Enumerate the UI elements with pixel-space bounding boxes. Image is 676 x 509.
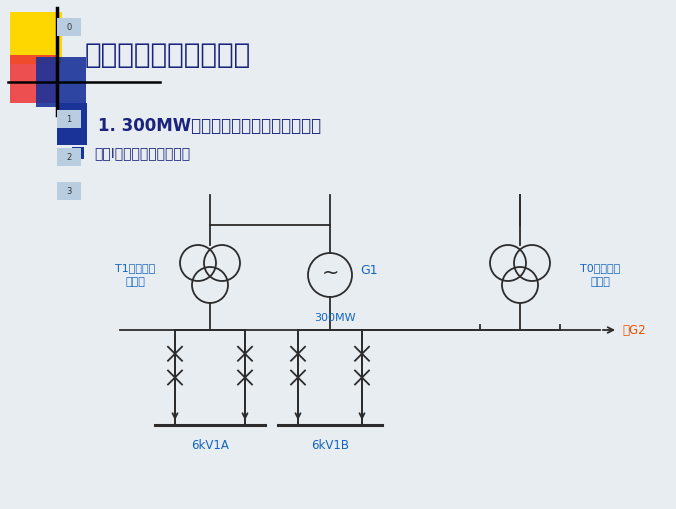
Text: 0: 0 <box>66 22 72 32</box>
Text: 2: 2 <box>66 153 72 161</box>
Bar <box>10 12 62 64</box>
Bar <box>57 148 81 166</box>
Bar <box>36 57 86 107</box>
Text: T1厂用高压
变压器: T1厂用高压 变压器 <box>115 263 155 287</box>
Text: T0启动备用
变压器: T0启动备用 变压器 <box>580 263 620 287</box>
Text: 3: 3 <box>66 186 72 195</box>
Bar <box>57 103 87 145</box>
Bar <box>57 182 81 200</box>
Text: 去G2: 去G2 <box>622 324 646 336</box>
Bar <box>57 110 81 128</box>
Text: 6kV1A: 6kV1A <box>191 439 229 452</box>
Bar <box>57 18 81 36</box>
Bar <box>10 55 58 103</box>
Text: 一、火电厂厂用电接线: 一、火电厂厂用电接线 <box>85 41 251 69</box>
Text: 方案Ⅰ：不设公用负荷母线: 方案Ⅰ：不设公用负荷母线 <box>94 146 190 160</box>
Text: 300MW: 300MW <box>314 313 356 323</box>
Text: 6kV1B: 6kV1B <box>311 439 349 452</box>
Bar <box>72 147 84 159</box>
Text: ~: ~ <box>321 263 339 283</box>
Text: 1. 300MW汽轮发电机组高压厂用电接线: 1. 300MW汽轮发电机组高压厂用电接线 <box>98 117 321 135</box>
Text: G1: G1 <box>360 264 378 276</box>
Text: 1: 1 <box>66 115 72 124</box>
